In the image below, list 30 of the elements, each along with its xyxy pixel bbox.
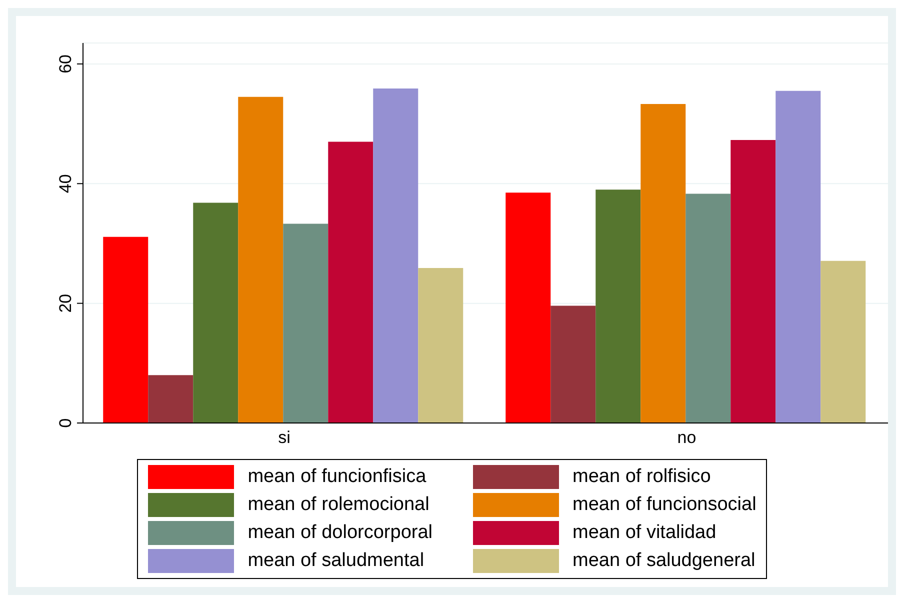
- y-tick-label: 60: [56, 54, 75, 74]
- bar: [596, 190, 641, 423]
- bar: [776, 90, 821, 423]
- x-tick-label: si: [278, 428, 290, 448]
- legend-label: mean of rolemocional: [248, 494, 430, 516]
- bar: [730, 140, 776, 423]
- bar: [506, 192, 551, 423]
- bar: [148, 375, 194, 423]
- x-tick-label: no: [677, 428, 696, 448]
- bar: [686, 194, 731, 423]
- legend-label: mean of saludmental: [248, 550, 424, 572]
- bar: [820, 260, 866, 423]
- bar: [373, 88, 418, 423]
- bar: [193, 202, 238, 423]
- bar: [283, 224, 328, 423]
- y-tick-label: 0: [56, 418, 75, 428]
- bar: [238, 96, 284, 423]
- bar: [328, 142, 374, 423]
- bar: [103, 236, 148, 423]
- y-tick-label: 40: [56, 174, 75, 194]
- bar: [418, 268, 464, 423]
- bar: [550, 306, 596, 423]
- legend-label: mean of funcionfisica: [248, 466, 426, 488]
- legend-label: mean of funcionsocial: [572, 494, 756, 516]
- legend-label: mean of rolfisico: [572, 466, 711, 488]
- legend-label: mean of vitalidad: [572, 522, 716, 544]
- legend-label: mean of dolorcorporal: [248, 522, 433, 544]
- bar: [640, 104, 686, 423]
- y-tick-label: 20: [56, 294, 75, 313]
- legend-label: mean of saludgeneral: [572, 550, 756, 572]
